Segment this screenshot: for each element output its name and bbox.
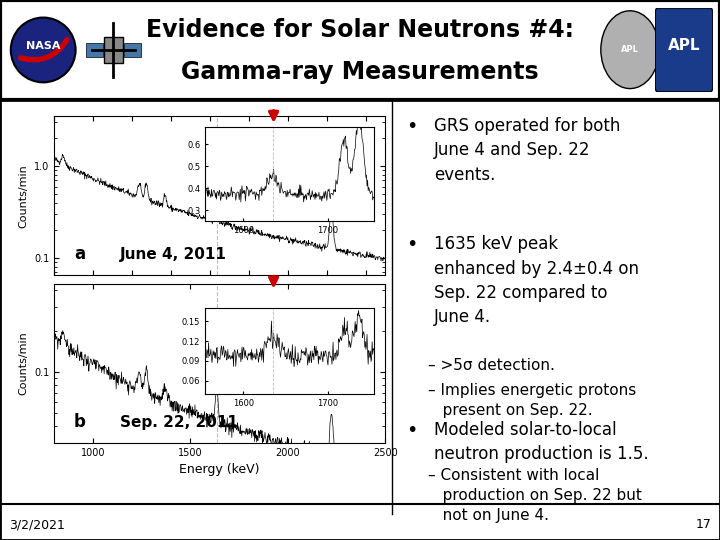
Text: Gamma-ray Measurements: Gamma-ray Measurements: [181, 60, 539, 84]
Text: June 4, 2011: June 4, 2011: [120, 247, 227, 262]
FancyBboxPatch shape: [655, 8, 713, 92]
X-axis label: Energy (keV): Energy (keV): [179, 463, 260, 476]
Text: – Consistent with local
   production on Sep. 22 but
   not on June 4.: – Consistent with local production on Se…: [428, 468, 642, 523]
Y-axis label: Counts/min: Counts/min: [18, 331, 28, 395]
Text: •: •: [406, 117, 417, 136]
Text: APL: APL: [621, 45, 639, 54]
Text: 17: 17: [696, 518, 711, 531]
Text: b: b: [74, 413, 86, 431]
FancyArrowPatch shape: [21, 40, 67, 60]
Text: GRS operated for both
June 4 and Sep. 22
events.: GRS operated for both June 4 and Sep. 22…: [434, 117, 621, 184]
Bar: [124, 43, 141, 57]
Y-axis label: Counts/min: Counts/min: [18, 164, 28, 228]
Text: 3/2/2021: 3/2/2021: [9, 518, 65, 531]
Ellipse shape: [11, 18, 76, 82]
Bar: [86, 43, 103, 57]
Text: Evidence for Solar Neutrons #4:: Evidence for Solar Neutrons #4:: [146, 18, 574, 42]
Text: a: a: [74, 246, 85, 264]
Bar: [104, 37, 122, 63]
Text: – Implies energetic protons
   present on Sep. 22.: – Implies energetic protons present on S…: [428, 383, 636, 418]
Text: •: •: [406, 235, 417, 254]
Text: 1635 keV peak
enhanced by 2.4±0.4 on
Sep. 22 compared to
June 4.: 1635 keV peak enhanced by 2.4±0.4 on Sep…: [434, 235, 639, 326]
Text: NASA: NASA: [26, 42, 60, 51]
Text: APL: APL: [667, 38, 701, 53]
Text: Modeled solar-to-local
neutron production is 1.5.: Modeled solar-to-local neutron productio…: [434, 421, 649, 463]
Text: Sep. 22, 2011: Sep. 22, 2011: [120, 415, 238, 430]
Circle shape: [601, 11, 660, 89]
Text: •: •: [406, 421, 417, 440]
Text: – >5σ detection.: – >5σ detection.: [428, 357, 554, 373]
